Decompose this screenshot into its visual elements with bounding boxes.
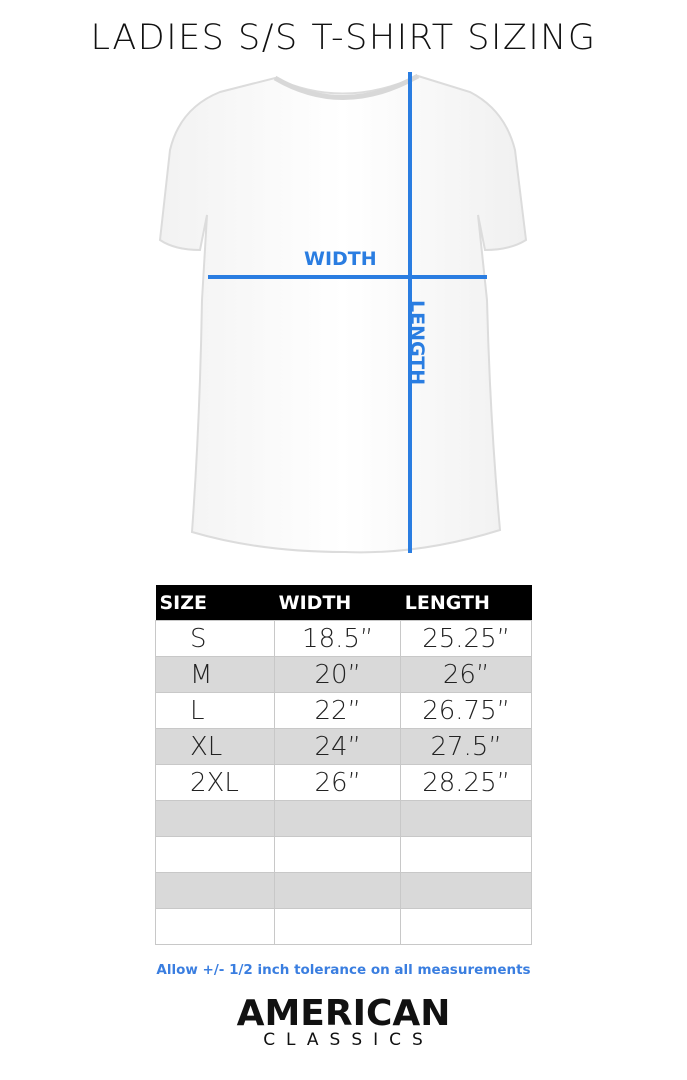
cell-size — [154, 800, 276, 837]
table-row: L 22” 26.75” — [154, 692, 532, 729]
cell-length — [400, 836, 532, 873]
cell-width: 20” — [274, 656, 402, 693]
header-size: SIZE — [155, 585, 275, 621]
cell-size: 2XL — [154, 764, 276, 801]
cell-width — [274, 908, 402, 945]
cell-length: 28.25” — [400, 764, 532, 801]
table-row: XL 24” 27.5” — [154, 728, 532, 765]
cell-size — [154, 872, 276, 909]
brand-logo-line1: AMERICAN — [236, 993, 451, 1034]
header-width: WIDTH — [274, 585, 401, 621]
length-label: LENGTH — [406, 300, 428, 386]
table-row — [154, 800, 532, 837]
width-label: WIDTH — [304, 248, 377, 270]
tolerance-note: Allow +/- 1/2 inch tolerance on all meas… — [156, 962, 531, 978]
cell-length: 25.25” — [400, 620, 532, 657]
cell-length: 27.5” — [400, 728, 532, 765]
cell-length: 26.75” — [400, 692, 532, 729]
cell-size: L — [154, 692, 276, 729]
table-row: M 20” 26” — [154, 656, 532, 693]
size-table: SIZE WIDTH LENGTH S 18.5” 25.25” M 20” 26” L 22… — [154, 585, 532, 945]
cell-length — [400, 800, 532, 837]
table-row — [154, 836, 532, 873]
cell-width — [274, 836, 402, 873]
cell-length — [400, 908, 532, 945]
tshirt-shape — [158, 74, 528, 554]
cell-width: 18.5” — [274, 620, 402, 657]
tshirt-diagram — [158, 72, 528, 554]
cell-length — [400, 872, 532, 909]
table-header-row: SIZE WIDTH LENGTH — [155, 585, 532, 621]
cell-size: S — [154, 620, 276, 657]
table-row: 2XL 26” 28.25” — [154, 764, 532, 801]
cell-width — [274, 872, 402, 909]
cell-size: M — [154, 656, 276, 693]
page-title: LADIES S/S T-SHIRT SIZING — [90, 18, 597, 58]
cell-width — [274, 800, 402, 837]
table-row — [154, 908, 532, 945]
cell-size — [154, 908, 276, 945]
table-row — [154, 872, 532, 909]
cell-width: 22” — [274, 692, 402, 729]
brand-logo-line2: CLASSICS — [263, 1030, 434, 1050]
cell-size — [154, 836, 276, 873]
cell-width: 24” — [274, 728, 402, 765]
header-length: LENGTH — [400, 585, 532, 621]
cell-size: XL — [154, 728, 276, 765]
table-row: S 18.5” 25.25” — [154, 620, 532, 657]
cell-length: 26” — [400, 656, 532, 693]
cell-width: 26” — [274, 764, 402, 801]
